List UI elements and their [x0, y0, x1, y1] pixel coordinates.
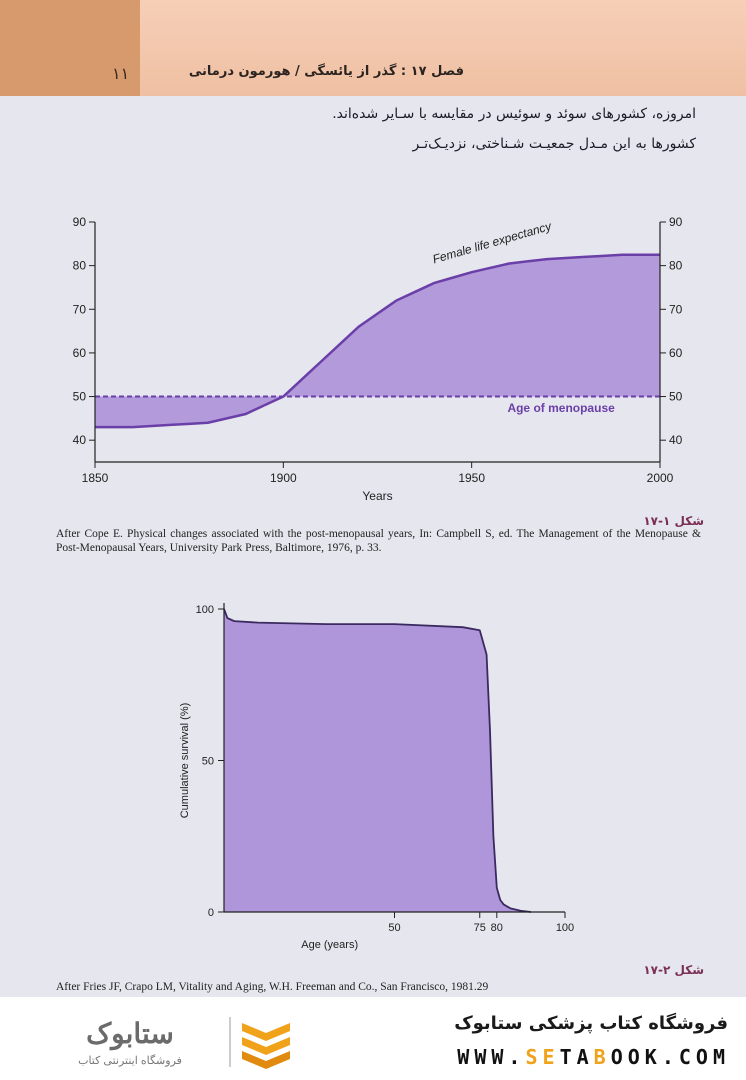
- figure-2-caption: After Fries JF, Crapo LM, Vitality and A…: [56, 981, 489, 993]
- y-tick-label-left: 90: [73, 215, 87, 229]
- x-tick-label: 100: [556, 922, 574, 934]
- life-expectancy-fill: [95, 254, 660, 428]
- y-tick-label-right: 50: [669, 390, 683, 404]
- logo-chevron-icon: [242, 1023, 290, 1069]
- body-text-line-2: کشورها به این مـدل جمعیـت شـناختی، نزدیـ…: [412, 136, 696, 152]
- y-tick-label-right: 70: [669, 302, 683, 316]
- y-tick-label-left: 60: [73, 346, 87, 360]
- y-tick-label-left: 80: [73, 259, 87, 273]
- store-name: فروشگاه کتاب پزشکی ستابوک: [454, 1013, 728, 1034]
- figure-1-caption: After Cope E. Physical changes associate…: [56, 528, 701, 554]
- x-tick-label: 50: [388, 922, 400, 934]
- survival-fill: [224, 609, 531, 912]
- store-url[interactable]: WWW.SETABOOK.COM: [457, 1045, 730, 1069]
- survival-curve: [223, 608, 532, 913]
- setabook-logo: ستابوک فروشگاه اینترنتی کتاب: [78, 1017, 290, 1069]
- x-tick-label: 1950: [458, 471, 485, 485]
- y-axis-label: Cumulative survival (%): [179, 703, 191, 819]
- logo-mark: ستابوک: [86, 1018, 174, 1051]
- page-number: ۱۱: [112, 64, 130, 83]
- y-tick-label-right: 40: [669, 433, 683, 447]
- body-text-line-1: امروزه، کشورهای سوئد و سوئیس در مقایسه ب…: [332, 106, 696, 122]
- survival-chart: 0 50 100 50 75 80 100 Age (years) Cumulative sur…: [179, 603, 574, 951]
- figure-1-label: شکل ۱-۱۷: [643, 514, 704, 528]
- x-tick-label: 2000: [647, 471, 674, 485]
- x-tick-label: 75: [474, 922, 486, 934]
- y-tick-label: 50: [202, 756, 214, 768]
- y-tick-label-left: 70: [73, 302, 87, 316]
- logo-subtitle: فروشگاه اینترنتی کتاب: [78, 1054, 182, 1067]
- chapter-title: فصل ۱۷ : گذر از یائسگی / هورمون درمانی: [188, 64, 464, 79]
- y-tick-label-left: 50: [73, 390, 87, 404]
- figure-2-label: شکل ۲-۱۷: [643, 963, 704, 977]
- header-corner-band: [0, 0, 140, 96]
- life-expectancy-line: [94, 253, 660, 429]
- y-tick-label-right: 60: [669, 346, 683, 360]
- x-axis-label: Years: [362, 489, 392, 503]
- x-tick-label: 1900: [270, 471, 297, 485]
- footer-banner: ستابوک فروشگاه اینترنتی کتاب فروشگاه کتا…: [0, 997, 746, 1080]
- y-tick-label: 100: [196, 604, 214, 616]
- y-tick-label: 0: [208, 907, 214, 919]
- x-tick-label: 1850: [82, 471, 109, 485]
- y-tick-label-left: 40: [73, 433, 87, 447]
- series-label-menopause: Age of menopause: [507, 401, 615, 415]
- y-tick-label-right: 90: [669, 215, 683, 229]
- x-tick-label: 80: [491, 922, 503, 934]
- life-expectancy-chart: 40 50 60 70 80 90 40 50 60 70 80 90 1850 1900 1950 2000…: [73, 215, 683, 503]
- y-tick-label-right: 80: [669, 259, 683, 273]
- x-axis-label: Age (years): [301, 939, 358, 951]
